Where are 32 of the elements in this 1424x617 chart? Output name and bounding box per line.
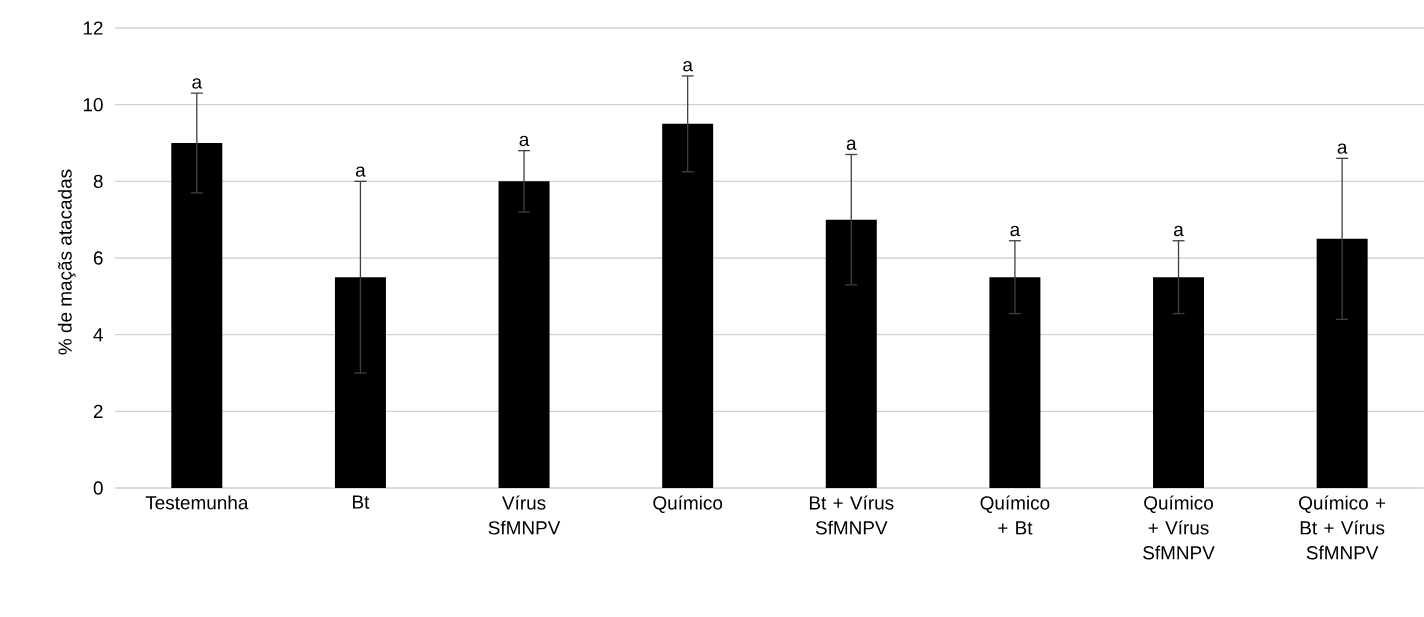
bar <box>1153 277 1205 488</box>
bar <box>171 143 223 488</box>
y-tick-label: 0 <box>93 481 103 495</box>
x-tick-label: Químico + Bt <box>980 495 1050 535</box>
annotation: a <box>1010 225 1021 237</box>
x-tick-label: Testemunha <box>145 495 249 510</box>
annotation: a <box>1174 225 1184 237</box>
annotation: a <box>192 78 203 89</box>
annotation: a <box>519 135 530 147</box>
annotation: a <box>1337 143 1348 154</box>
bar <box>334 277 386 488</box>
x-tick-label: Químico + Vírus SfMNPV <box>1143 495 1215 560</box>
annotation: a <box>683 61 693 72</box>
y-tick-label: 8 <box>93 174 103 189</box>
y-tick-label: 6 <box>93 251 103 265</box>
y-tick-label: 12 <box>83 21 103 35</box>
y-tick-label: 10 <box>83 97 103 112</box>
annotation: a <box>355 166 366 177</box>
bar <box>989 277 1041 488</box>
x-tick-label: Vírus SfMNPV <box>488 495 561 535</box>
bar <box>498 181 550 488</box>
bar <box>1316 238 1368 488</box>
y-tick-label: 4 <box>93 328 103 342</box>
y-tick-label: 2 <box>93 404 103 418</box>
x-tick-label: Químico + Bt + Vírus SfMNPV <box>1299 495 1386 560</box>
bar <box>825 219 877 488</box>
annotation: a <box>846 139 857 150</box>
y-axis-title: % de maçãs atacadas <box>57 169 76 355</box>
bar <box>662 123 714 488</box>
x-tick-label: Bt <box>353 495 370 509</box>
x-tick-label: Bt + Vírus SfMNPV <box>809 495 894 535</box>
x-tick-label: Químico <box>653 495 723 514</box>
